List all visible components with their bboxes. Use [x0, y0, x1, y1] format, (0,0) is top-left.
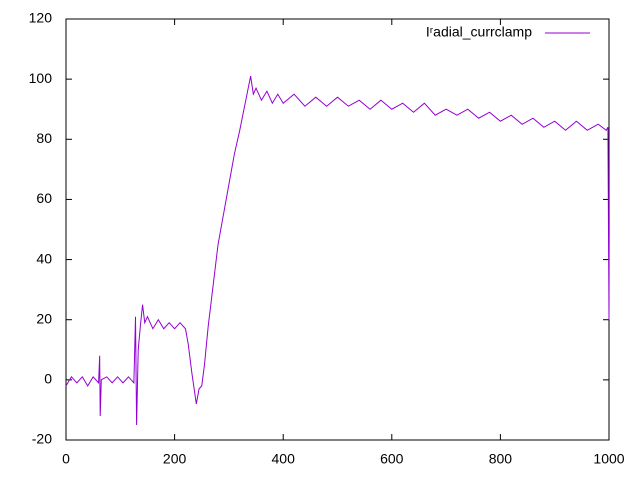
- x-tick-label: 1000: [593, 451, 624, 467]
- y-tick-label: 40: [36, 250, 52, 266]
- x-tick-label: 800: [489, 451, 513, 467]
- y-tick-label: 120: [29, 10, 53, 26]
- x-tick-label: 400: [272, 451, 296, 467]
- data-line: [65, 76, 610, 425]
- y-tick-label: -20: [32, 431, 52, 447]
- x-tick-label: 200: [163, 451, 187, 467]
- y-tick-label: 60: [36, 190, 52, 206]
- y-tick-label: 20: [36, 310, 52, 326]
- plot-frame: [65, 18, 610, 441]
- y-tick-label: 80: [36, 130, 52, 146]
- x-tick-label: 0: [62, 451, 70, 467]
- y-tick-label: 0: [44, 371, 52, 387]
- legend-label: Iʳadial_currclamp: [426, 24, 532, 40]
- x-tick-label: 600: [380, 451, 404, 467]
- y-tick-label: 100: [29, 70, 53, 86]
